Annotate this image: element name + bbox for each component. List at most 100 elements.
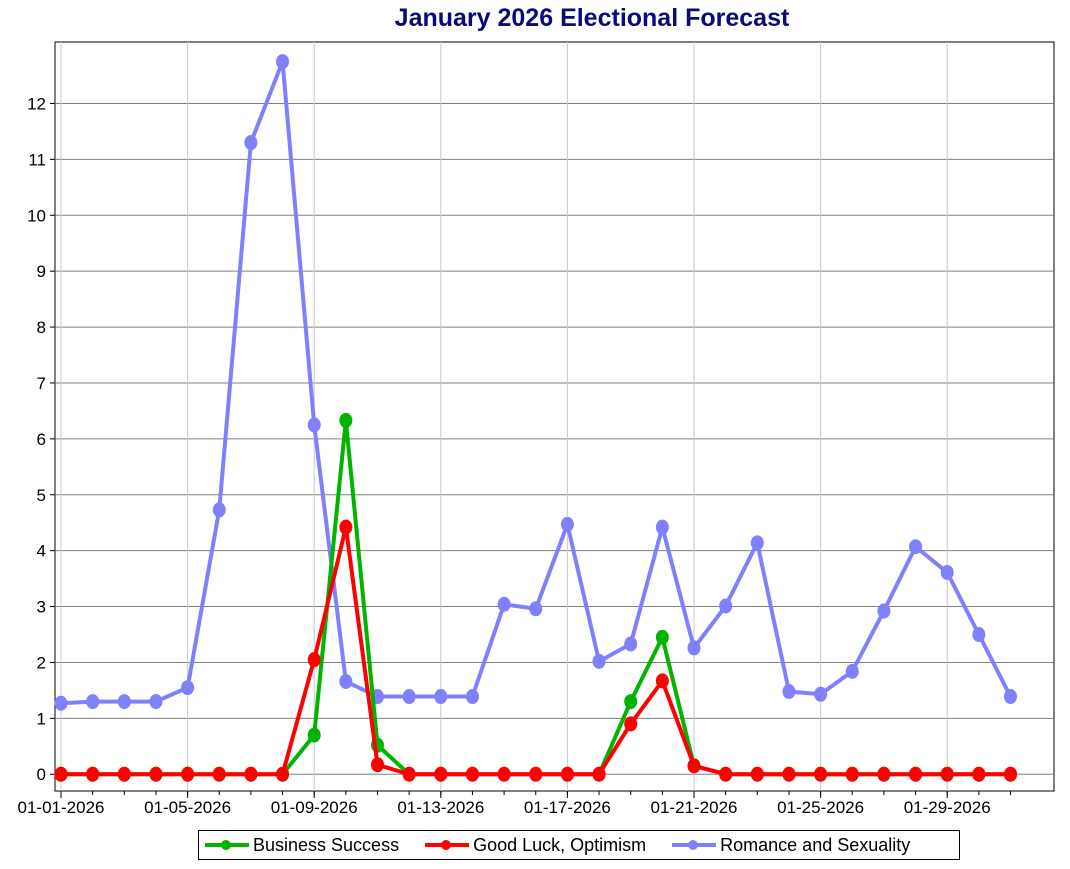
data-point [909, 539, 923, 555]
y-tick-label: 3 [37, 598, 46, 617]
data-point [940, 564, 954, 580]
data-point [655, 629, 669, 645]
data-point [655, 673, 669, 689]
chart-title: January 2026 Electional Forecast [394, 4, 790, 32]
data-point [529, 766, 543, 782]
data-point [402, 689, 416, 705]
data-point [117, 694, 131, 710]
data-point [339, 519, 353, 535]
data-point [592, 766, 606, 782]
data-point [117, 766, 131, 782]
legend-label: Good Luck, Optimism [473, 834, 647, 855]
data-point [181, 680, 195, 696]
x-tick-label: 01-29-2026 [904, 798, 991, 817]
y-tick-label: 6 [37, 430, 46, 449]
y-tick-label: 9 [37, 262, 46, 281]
data-point [339, 673, 353, 689]
legend-item: Business Success [205, 835, 399, 856]
data-point [212, 766, 226, 782]
x-tick-label: 01-05-2026 [144, 798, 231, 817]
x-tick-label: 01-25-2026 [777, 798, 864, 817]
data-point [687, 758, 701, 774]
data-point [307, 727, 321, 743]
legend-label: Business Success [253, 834, 400, 855]
data-point [244, 766, 258, 782]
data-point [307, 652, 321, 668]
data-point [86, 766, 100, 782]
data-point [434, 689, 448, 705]
grid-lines [55, 102, 1054, 775]
legend-swatch [205, 840, 249, 850]
vertical-grid-lines [60, 42, 948, 791]
data-point [845, 663, 859, 679]
x-axis-ticks: 01-01-2026 01-05-2026 01-09-2026 01-13-2026… [18, 791, 1011, 817]
data-point [86, 694, 100, 710]
y-tick-label: 8 [37, 318, 46, 337]
data-point [497, 766, 511, 782]
data-point [972, 766, 986, 782]
y-tick-label: 12 [27, 94, 46, 113]
data-point [814, 686, 828, 702]
data-point [909, 766, 923, 782]
x-tick-label: 01-01-2026 [18, 798, 105, 817]
x-tick-label: 01-09-2026 [271, 798, 358, 817]
data-point [592, 653, 606, 669]
data-point [1004, 766, 1017, 782]
data-point [307, 417, 321, 433]
y-tick-label: 4 [37, 542, 46, 561]
y-tick-label: 11 [28, 150, 46, 169]
legend: Business Success Good Luck, Optimism Roman… [198, 830, 960, 860]
data-point [149, 766, 163, 782]
data-point [719, 766, 733, 782]
data-point [244, 135, 258, 151]
data-point [624, 716, 638, 732]
data-point [212, 502, 226, 518]
data-point [782, 684, 796, 700]
y-tick-label: 7 [37, 374, 46, 393]
legend-swatch [425, 840, 470, 850]
y-tick-label: 1 [37, 709, 46, 728]
data-point [560, 766, 574, 782]
data-point [402, 766, 416, 782]
legend-label: Romance and Sexuality [720, 834, 911, 855]
data-point [276, 766, 290, 782]
data-point [54, 695, 68, 711]
x-tick-label: 01-21-2026 [651, 798, 738, 817]
y-tick-label: 5 [37, 486, 46, 505]
x-tick-label: 01-17-2026 [524, 798, 611, 817]
plot-area [54, 41, 1055, 792]
data-point [1004, 689, 1017, 705]
data-point [940, 766, 954, 782]
data-point [655, 519, 669, 535]
data-point [54, 766, 68, 782]
data-point [845, 766, 859, 782]
x-tick-label: 01-13-2026 [397, 798, 484, 817]
legend-swatch [672, 840, 717, 850]
y-tick-label: 10 [27, 206, 46, 225]
data-point [972, 626, 986, 642]
data-point [149, 694, 163, 710]
data-point [276, 54, 290, 70]
y-tick-label: 0 [37, 765, 46, 784]
data-point [814, 766, 828, 782]
data-point [750, 535, 764, 551]
data-point [782, 766, 796, 782]
data-point [465, 689, 479, 705]
data-point [719, 598, 733, 614]
data-point [529, 601, 543, 617]
data-point [465, 766, 479, 782]
data-point [687, 640, 701, 656]
data-point [877, 603, 891, 619]
data-point [497, 596, 511, 612]
data-point [560, 516, 574, 532]
data-point [877, 766, 891, 782]
data-point [181, 766, 195, 782]
series-lines [54, 54, 1017, 782]
data-point [371, 757, 384, 773]
data-point [624, 636, 638, 652]
data-point [339, 412, 353, 428]
data-point [750, 766, 764, 782]
series-good-luck-optimism [54, 519, 1017, 782]
